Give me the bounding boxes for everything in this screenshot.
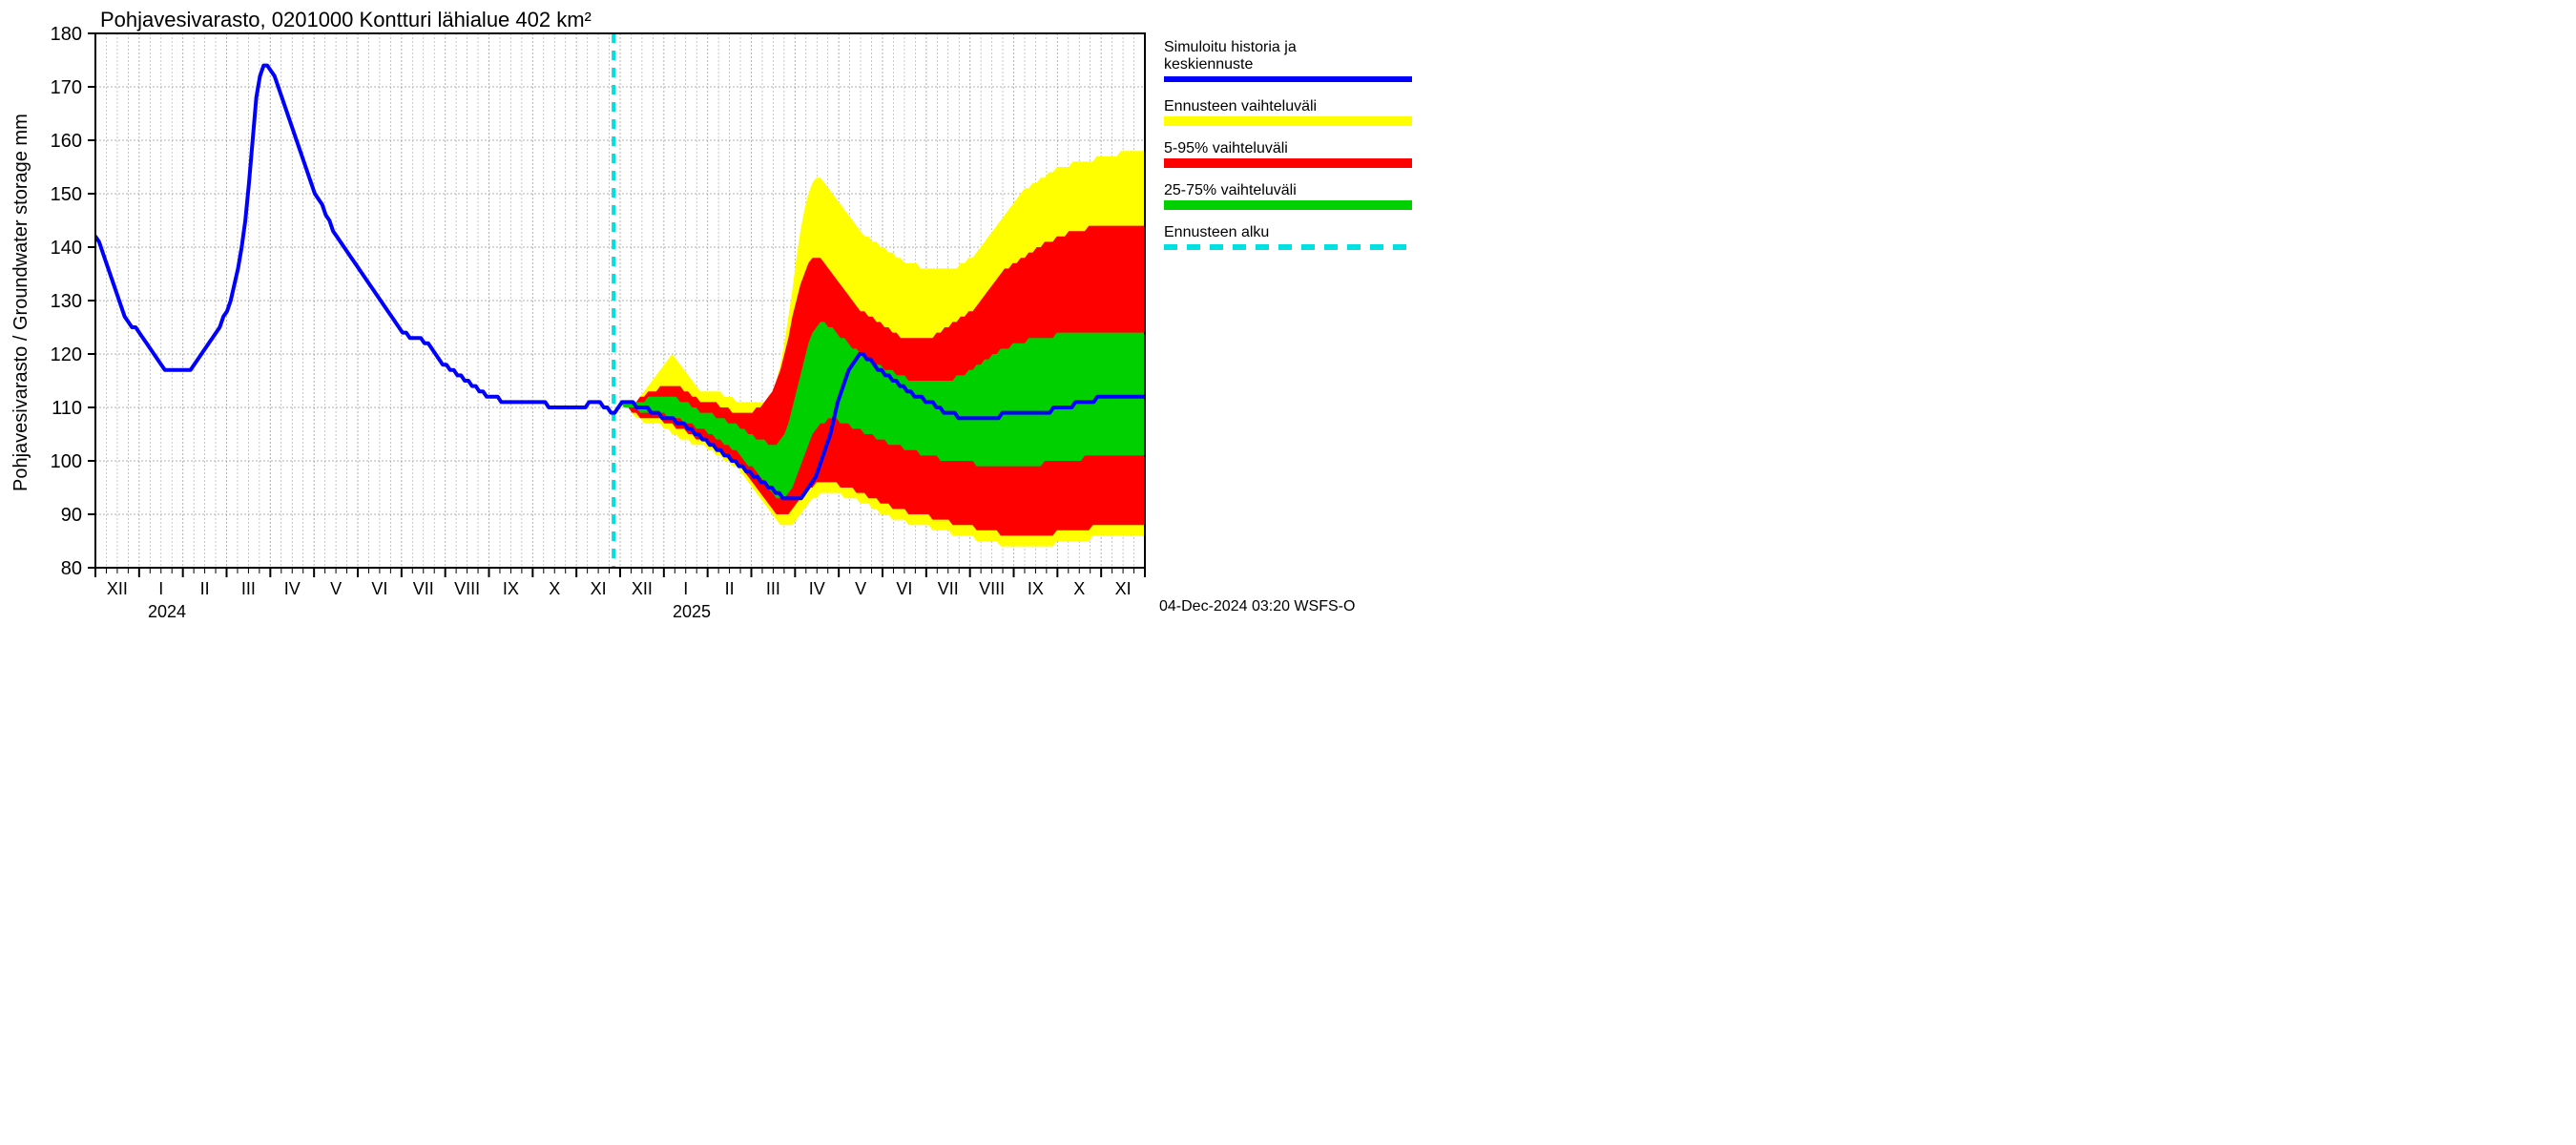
y-tick-label: 120 [51,344,82,365]
x-month-label: X [1073,579,1085,598]
legend-label: keskiennuste [1164,56,1253,73]
y-axis-label: Pohjavesivarasto / Groundwater storage m… [10,114,31,491]
x-month-label: II [200,579,210,598]
x-month-label: III [241,579,256,598]
x-month-label: I [158,579,163,598]
y-tick-label: 90 [61,505,82,526]
x-month-label: VII [413,579,434,598]
x-month-label: IV [284,579,301,598]
x-month-label: VIII [454,579,480,598]
x-month-label: IX [1028,579,1044,598]
y-tick-label: 110 [52,398,82,419]
legend-label: Simuloitu historia ja [1164,39,1297,55]
y-tick-label: 130 [51,291,82,312]
legend-label: 5-95% vaihteluväli [1164,140,1288,156]
y-tick-label: 140 [51,238,82,259]
legend-label: 25-75% vaihteluväli [1164,182,1297,198]
legend-swatch [1164,116,1412,126]
x-month-label: II [725,579,735,598]
x-month-label: XII [107,579,128,598]
x-month-label: I [683,579,688,598]
x-month-label: VII [938,579,959,598]
x-month-label: VIII [979,579,1005,598]
y-tick-label: 150 [51,184,82,205]
y-tick-label: 100 [51,451,82,472]
y-tick-label: 180 [51,24,82,45]
legend-swatch [1164,200,1412,210]
legend-label: Ennusteen vaihteluväli [1164,98,1317,114]
legend-swatch [1164,158,1412,168]
x-month-label: III [766,579,780,598]
x-month-label: XI [591,579,607,598]
x-month-label: IX [503,579,519,598]
x-month-label: X [549,579,560,598]
legend-label: Ennusteen alku [1164,224,1269,240]
x-year-label: 2024 [148,602,186,621]
x-month-label: VI [371,579,387,598]
groundwater-chart: 8090100110120130140150160170180XIIIIIIII… [0,0,1431,636]
chart-title: Pohjavesivarasto, 0201000 Kontturi lähia… [100,8,592,31]
footer-text: 04-Dec-2024 03:20 WSFS-O [1159,598,1355,614]
x-month-label: IV [809,579,825,598]
x-month-label: XI [1115,579,1132,598]
x-month-label: V [330,579,342,598]
chart-container: 8090100110120130140150160170180XIIIIIIII… [0,0,1431,636]
y-tick-label: 170 [51,77,82,98]
x-month-label: VI [896,579,912,598]
y-tick-label: 80 [61,558,82,579]
x-year-label: 2025 [673,602,711,621]
x-month-label: V [855,579,866,598]
y-tick-label: 160 [51,131,82,152]
x-month-label: XII [632,579,653,598]
